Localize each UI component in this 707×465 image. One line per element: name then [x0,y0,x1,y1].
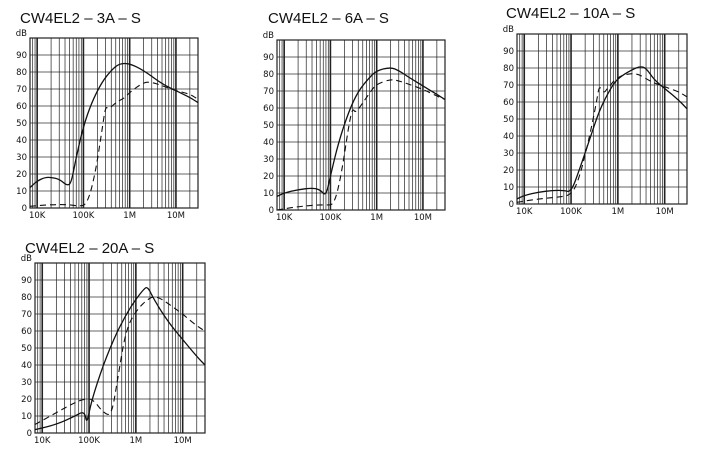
series-line-solid [276,67,446,197]
x-tick-label: 1M [129,436,142,446]
y-tick-label: 40 [263,138,274,148]
chart-plot: 0 10 20 30 40 50 60 70 80 90 dB 10K 100K 1M 10M [263,31,446,223]
x-tick-label: 1M [370,213,383,223]
y-tick-label: 70 [16,85,27,95]
y-tick-label: 60 [503,98,514,108]
plot-frame [34,262,206,434]
y-tick-label: 50 [263,121,274,131]
chart-20a: CW4EL2 – 20A – S 0 10 20 30 40 50 60 70 80 90 dB 10… [0,235,215,465]
y-tick-label: 90 [21,276,32,286]
chart-plot: 0 10 20 30 40 50 60 70 80 90 dB 10K 100K 1M 10M [21,254,206,446]
x-tick-label: 1M [611,207,624,217]
y-tick-label: 50 [503,115,514,125]
y-tick-label: 30 [263,155,274,165]
x-tick-label: 1M [123,211,136,221]
x-tick-label: 10K [516,207,533,217]
y-tick-label: 20 [503,166,514,176]
y-tick-label: 60 [263,104,274,114]
y-tick-label: 50 [16,119,27,129]
y-axis-unit: dB [16,29,27,39]
y-tick-label: 10 [503,183,514,193]
chart-title: CW4EL2 – 3A – S [20,10,141,27]
y-axis-unit: dB [503,25,514,35]
y-tick-label: 60 [21,327,32,337]
y-tick-label: 40 [21,361,32,371]
plot-frame [516,33,688,205]
series-line-solid [516,66,688,200]
plot-frame [29,37,199,209]
x-tick-label: 10K [34,436,51,446]
series-line-dashed [516,73,688,203]
y-tick-label: 90 [16,51,27,61]
x-tick-label: 10M [167,211,185,221]
y-tick-label: 70 [263,87,274,97]
series-line-dashed [34,296,206,425]
chart-title: CW4EL2 – 10A – S [506,5,636,22]
chart-title: CW4EL2 – 6A – S [268,10,389,27]
y-tick-label: 80 [503,64,514,74]
y-tick-label: 50 [21,344,32,354]
y-tick-label: 80 [263,70,274,80]
chart-title: CW4EL2 – 20A – S [25,240,155,257]
y-tick-label: 0 [27,429,32,439]
y-tick-label: 0 [509,200,514,210]
y-tick-label: 70 [21,310,32,320]
y-axis-unit: dB [21,254,32,264]
y-tick-label: 30 [16,153,27,163]
y-tick-label: 10 [21,412,32,422]
y-tick-label: 20 [16,170,27,180]
y-tick-label: 40 [503,132,514,142]
x-tick-label: 100K [560,207,582,217]
y-tick-label: 20 [21,395,32,405]
plot-frame [276,39,446,211]
y-tick-label: 0 [22,204,27,214]
y-tick-label: 0 [269,206,274,216]
y-tick-label: 70 [503,81,514,91]
y-tick-label: 20 [263,172,274,182]
y-tick-label: 10 [263,189,274,199]
x-tick-label: 10K [276,213,293,223]
x-tick-label: 100K [320,213,342,223]
x-tick-label: 100K [73,211,95,221]
x-tick-label: 10M [174,436,192,446]
y-tick-label: 60 [16,102,27,112]
chart-plot: 0 10 20 30 40 50 60 70 80 90 dB 10K 100K 1M 10M [503,25,688,217]
y-tick-label: 80 [21,293,32,303]
x-tick-label: 10K [29,211,46,221]
y-tick-label: 30 [503,149,514,159]
series-line-dashed [29,81,199,207]
y-tick-label: 10 [16,187,27,197]
y-axis-unit: dB [263,31,274,41]
series-line-solid [29,62,199,189]
chart-plot: 0 10 20 30 40 50 60 70 80 90 dB 10K 100K 1M 10M [16,29,199,221]
chart-6a: CW4EL2 – 6A – S 0 10 20 30 40 50 60 70 80 90 dB 10K… [250,0,460,230]
y-tick-label: 90 [263,53,274,63]
x-tick-label: 10M [656,207,674,217]
chart-3a: CW4EL2 – 3A – S 0 10 20 30 40 50 60 70 80 90 dB 10K… [0,0,210,230]
series-line-solid [34,286,206,431]
x-tick-label: 10M [414,213,432,223]
chart-10a: CW4EL2 – 10A – S 0 10 20 30 40 50 60 70 80 90 dB 10… [495,0,707,230]
y-tick-label: 40 [16,136,27,146]
y-tick-label: 90 [503,47,514,57]
y-tick-label: 30 [21,378,32,388]
series-line-dashed [276,79,446,211]
y-tick-label: 80 [16,68,27,78]
x-tick-label: 100K [78,436,100,446]
